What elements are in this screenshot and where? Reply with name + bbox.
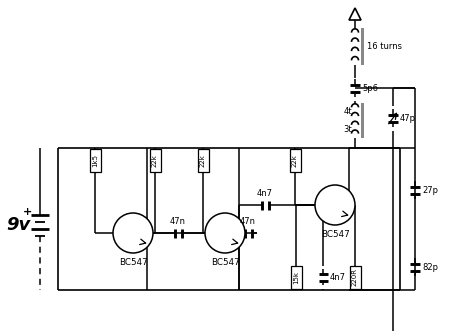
Circle shape bbox=[113, 213, 153, 253]
Text: BC547: BC547 bbox=[321, 230, 349, 239]
Bar bbox=[290, 149, 301, 172]
Bar bbox=[150, 149, 161, 172]
Text: 16 turns: 16 turns bbox=[367, 42, 402, 51]
Bar bbox=[349, 266, 360, 289]
Circle shape bbox=[205, 213, 245, 253]
Text: 82p: 82p bbox=[422, 262, 438, 271]
Text: +: + bbox=[22, 207, 32, 217]
Text: 4t: 4t bbox=[343, 107, 352, 116]
Text: 22k: 22k bbox=[200, 154, 206, 167]
Text: 47n: 47n bbox=[240, 217, 256, 226]
Text: 47p: 47p bbox=[400, 114, 416, 122]
Text: 22k: 22k bbox=[292, 154, 298, 167]
Text: BC547: BC547 bbox=[118, 258, 147, 267]
Text: 220R: 220R bbox=[352, 268, 358, 287]
Text: 22k: 22k bbox=[152, 154, 158, 167]
Text: 27p: 27p bbox=[422, 185, 438, 195]
Text: 47n: 47n bbox=[170, 217, 186, 226]
Text: 4n7: 4n7 bbox=[330, 272, 346, 281]
Text: 5p6: 5p6 bbox=[362, 83, 378, 92]
Bar bbox=[197, 149, 208, 172]
Bar bbox=[90, 149, 101, 172]
Bar bbox=[361, 103, 364, 138]
Circle shape bbox=[315, 185, 355, 225]
Text: 1k5: 1k5 bbox=[92, 154, 98, 167]
Text: 9v: 9v bbox=[6, 216, 30, 234]
Text: 4n7: 4n7 bbox=[257, 190, 273, 199]
Text: BC547: BC547 bbox=[211, 258, 240, 267]
Text: 3t: 3t bbox=[343, 125, 352, 134]
Bar bbox=[291, 266, 302, 289]
Bar bbox=[361, 28, 364, 65]
Text: 15k: 15k bbox=[293, 271, 299, 284]
